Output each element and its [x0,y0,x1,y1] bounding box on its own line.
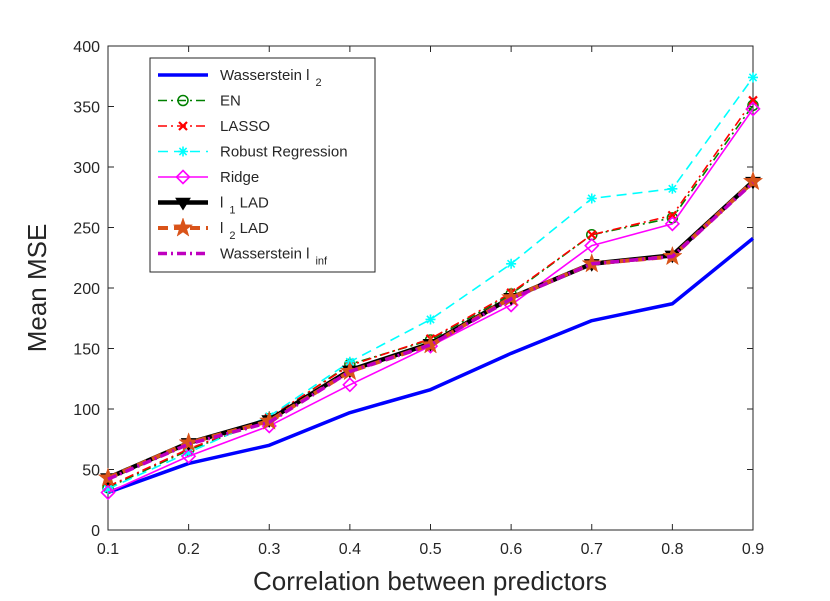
y-tick-label: 100 [73,402,100,419]
data-point-asterisk [748,72,758,83]
y-tick-label: 50 [82,463,100,480]
series-line [107,237,755,495]
y-tick-label: 200 [73,281,100,298]
x-tick-label: 0.5 [419,541,441,558]
y-tick-label: 0 [91,523,100,540]
data-point-triangle [175,197,191,211]
data-point-x [748,95,758,106]
data-point-asterisk [586,193,597,204]
legend-label: Wasserstein l inf [220,246,328,268]
legend-box [149,57,376,273]
series-7 [107,181,755,481]
series-line [107,76,754,490]
data-point-star [500,286,522,307]
data-point-asterisk [183,447,194,458]
data-point-x [667,210,678,221]
y-tick-label: 300 [73,160,100,177]
data-point-diamond [664,216,681,232]
legend-label: Wasserstein l 2 [220,67,322,89]
data-point-star [172,217,194,237]
legend-label-main: Wasserstein l [220,246,309,263]
legend-label: LASSO [220,118,270,135]
x-axis-label: Correlation between predictors [253,566,607,596]
series-0 [107,237,755,495]
legend-label-main: Ridge [220,169,259,186]
data-point-diamond [180,448,197,464]
legend: Wasserstein l 2 EN LASSO Robust Regression Ri… [149,57,376,273]
series-3 [103,72,758,494]
x-tick-label: 0.6 [500,541,522,558]
x-tick-label: 0.9 [742,541,764,558]
data-point-asterisk [667,183,678,194]
legend-label-subscript: 1 [229,205,235,217]
data-point-x [178,121,188,131]
legend-label: EN [220,93,241,110]
data-point-diamond [175,169,191,185]
y-tick-label: 250 [73,221,100,238]
axis-ticks: 0.1 0.2 0.3 0.4 0.5 0.6 0.7 0.8 0.9 0 50 100 150 200 2… [73,39,764,558]
legend-label-main: l [220,195,223,212]
data-point-diamond [745,101,761,117]
legend-label: Ridge [220,169,259,186]
data-point-asterisk [178,146,188,157]
legend-label-main: Wasserstein l [220,67,309,84]
data-point-asterisk [103,483,113,494]
y-tick-label: 350 [73,100,100,117]
y-tick-label: 400 [73,39,100,56]
data-point-diamond [100,484,116,501]
x-tick-label: 0.1 [97,541,119,558]
series-layer [97,72,764,501]
legend-label-subscript: inf [315,256,328,268]
data-point-circle [177,94,189,107]
x-tick-label: 0.7 [581,541,603,558]
data-point-diamond [584,238,600,254]
x-tick-label: 0.2 [178,541,200,558]
data-point-x [586,229,597,240]
x-tick-label: 0.8 [661,541,683,558]
legend-label-main: EN [220,93,241,110]
legend-label-main: LASSO [220,118,270,135]
data-point-star [178,432,199,452]
data-point-star [742,170,764,191]
legend-label-suffix: LAD [235,195,269,212]
legend-label-subscript: 2 [229,230,235,242]
series-line [107,181,755,481]
y-tick-label: 150 [73,342,100,359]
legend-label-main: l [220,220,223,237]
legend-label-subscript: 2 [315,77,321,89]
y-axis-label: Mean MSE [22,224,52,353]
x-tick-label: 0.4 [339,541,361,558]
data-point-star [420,334,441,354]
data-point-asterisk [425,314,436,325]
legend-label-main: Robust Regression [220,144,348,161]
legend-label-suffix: LAD [235,220,269,237]
data-point-diamond [342,377,358,393]
x-tick-label: 0.3 [258,541,280,558]
data-point-asterisk [506,258,517,269]
legend-label: Robust Regression [220,144,348,161]
